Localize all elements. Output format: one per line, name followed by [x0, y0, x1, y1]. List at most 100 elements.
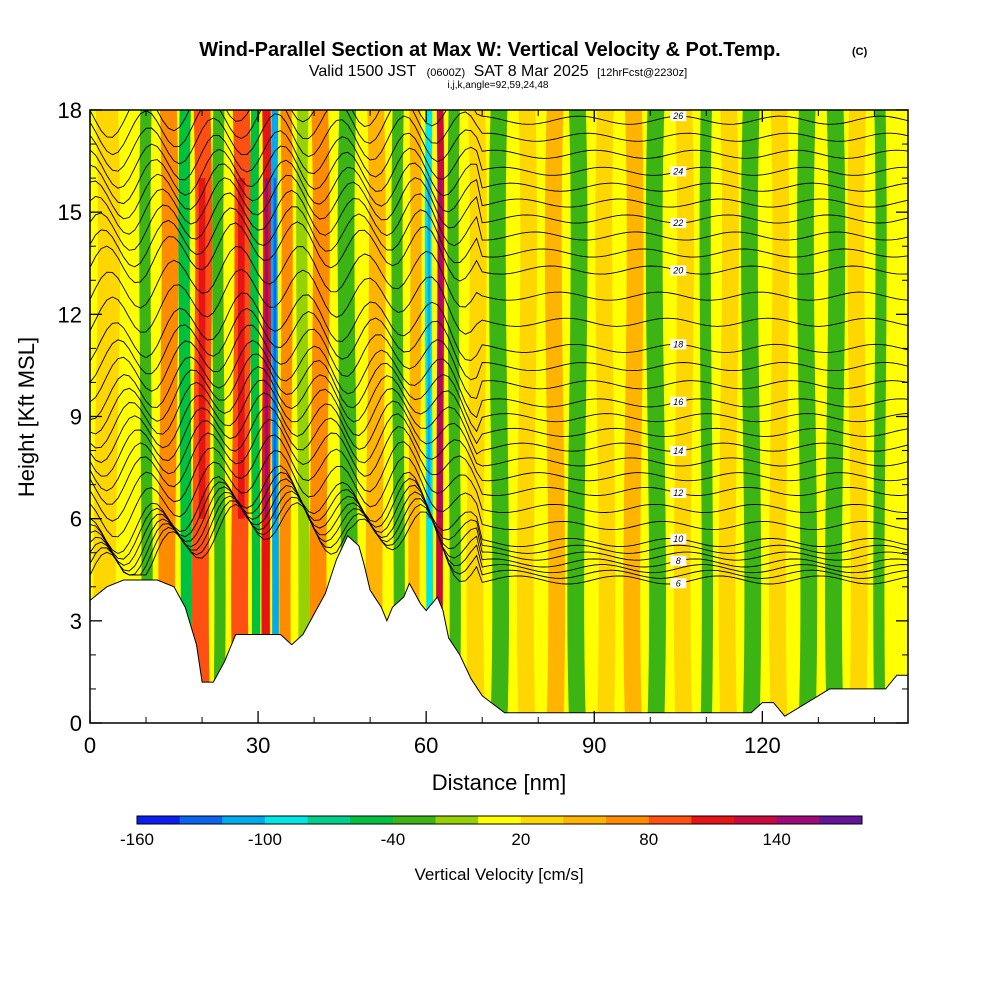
- velocity-band-shape: [212, 110, 226, 723]
- velocity-band-shape: [544, 110, 566, 723]
- theta-contour: [90, 145, 908, 205]
- valid-date: SAT 8 Mar 2025: [474, 63, 589, 80]
- theta-contour-label: 14: [670, 446, 687, 457]
- colorbar-label: Vertical Velocity [cm/s]: [414, 865, 583, 884]
- velocity-band-shape: [873, 110, 887, 723]
- theta-contour: [90, 174, 908, 235]
- theta-contour: [90, 392, 908, 477]
- colorbar-tick-label: 20: [511, 830, 530, 849]
- theta-contour: [90, 324, 908, 403]
- velocity-band: [447, 110, 461, 723]
- y-tick-label: 0: [70, 711, 82, 736]
- forecast-info: [12hrFcst@2230z]: [597, 67, 687, 79]
- x-tick-label: 120: [744, 733, 781, 758]
- velocity-band-shape: [158, 110, 179, 723]
- velocity-core: [264, 178, 269, 519]
- colorbar-swatch: [137, 816, 181, 824]
- theta-contour-label: 6: [670, 578, 687, 589]
- theta-contour: [90, 465, 908, 555]
- theta-contour-label: 12: [670, 488, 687, 499]
- velocity-core: [237, 178, 245, 519]
- theta-contour: [90, 189, 908, 251]
- svg-text:6: 6: [676, 578, 681, 588]
- colorbar: -160 -100 -40 20 80 140: [120, 815, 863, 849]
- x-axis: 0 30 60 90 120: [84, 110, 875, 758]
- theta-contour-label: 10: [670, 533, 687, 544]
- colorbar-swatch: [563, 816, 607, 824]
- theta-contour-label: 26: [670, 111, 687, 122]
- y-tick-label: 12: [58, 302, 82, 327]
- colorbar-frame: [136, 815, 863, 825]
- velocity-core: [438, 178, 442, 519]
- velocity-band-shape: [623, 110, 644, 723]
- velocity-band-shape: [595, 110, 616, 723]
- velocity-band: [825, 110, 846, 723]
- theta-contour: [90, 292, 908, 362]
- theta-contour: [90, 268, 908, 335]
- velocity-band: [270, 110, 279, 723]
- theta-contour: [90, 366, 908, 449]
- velocity-band: [873, 110, 887, 723]
- colorbar-swatch: [648, 816, 692, 824]
- theta-contour: [90, 490, 908, 576]
- velocity-band-shape: [797, 110, 818, 723]
- svg-text:14: 14: [673, 446, 683, 456]
- theta-contour: [90, 245, 908, 309]
- colorbar-swatch: [435, 816, 479, 824]
- velocity-band-shape: [673, 110, 694, 723]
- velocity-band-shape: [488, 110, 510, 723]
- theta-contour-label: 22: [670, 218, 687, 229]
- svg-text:18: 18: [673, 339, 683, 349]
- colorbar-tick-label: 140: [763, 830, 791, 849]
- theta-contour: [90, 159, 908, 220]
- velocity-band: [741, 110, 762, 723]
- svg-text:24: 24: [672, 166, 683, 176]
- velocity-band: [623, 110, 644, 723]
- theta-contour-label: 24: [670, 166, 687, 177]
- theta-contour: [90, 485, 908, 572]
- velocity-band-shape: [391, 110, 405, 723]
- velocity-band: [391, 110, 405, 723]
- plot-area: 6 8 10 12 14 16 18 20 22 24 26: [90, 110, 908, 723]
- velocity-band: [699, 110, 714, 723]
- colorbar-swatch: [520, 816, 564, 824]
- velocity-band-shape: [365, 110, 386, 723]
- y-tick-label: 9: [70, 405, 82, 430]
- velocity-core: [273, 178, 277, 519]
- velocity-band: [365, 110, 386, 723]
- colorbar-tick-label: 80: [639, 830, 658, 849]
- theta-contour: [90, 449, 908, 538]
- colorbar-swatch: [264, 816, 309, 824]
- velocity-band: [797, 110, 818, 723]
- velocity-band: [424, 110, 434, 723]
- colorbar-tick-label: -100: [248, 830, 282, 849]
- colorbar-swatch: [179, 816, 223, 824]
- velocity-band-shape: [699, 110, 714, 723]
- velocity-band: [250, 110, 261, 723]
- velocity-band: [645, 110, 666, 723]
- velocity-band: [261, 110, 272, 723]
- colorbar-swatch: [222, 816, 266, 824]
- colorbar-swatch: [734, 816, 778, 824]
- colorbar-swatch: [691, 816, 735, 824]
- theta-contour: [90, 221, 908, 284]
- velocity-band-shape: [93, 110, 121, 723]
- velocity-band: [178, 110, 192, 723]
- colorbar-swatch: [478, 816, 522, 824]
- y-tick-label: 15: [58, 200, 82, 225]
- terrain-mask: [90, 534, 908, 723]
- svg-text:10: 10: [673, 534, 683, 544]
- svg-text:16: 16: [673, 397, 683, 407]
- theta-contour-label: 20: [670, 265, 687, 276]
- velocity-band: [93, 110, 121, 723]
- x-axis-label: Distance [nm]: [432, 770, 567, 795]
- y-axis: 0 3 6 9 12 15 18: [58, 98, 908, 736]
- theta-contour: [90, 471, 908, 560]
- theta-contour: [90, 434, 908, 522]
- velocity-band-shape: [408, 110, 422, 723]
- velocity-band-shape: [825, 110, 846, 723]
- velocity-band-shape: [178, 110, 192, 723]
- svg-text:12: 12: [673, 488, 683, 498]
- velocity-band: [408, 110, 422, 723]
